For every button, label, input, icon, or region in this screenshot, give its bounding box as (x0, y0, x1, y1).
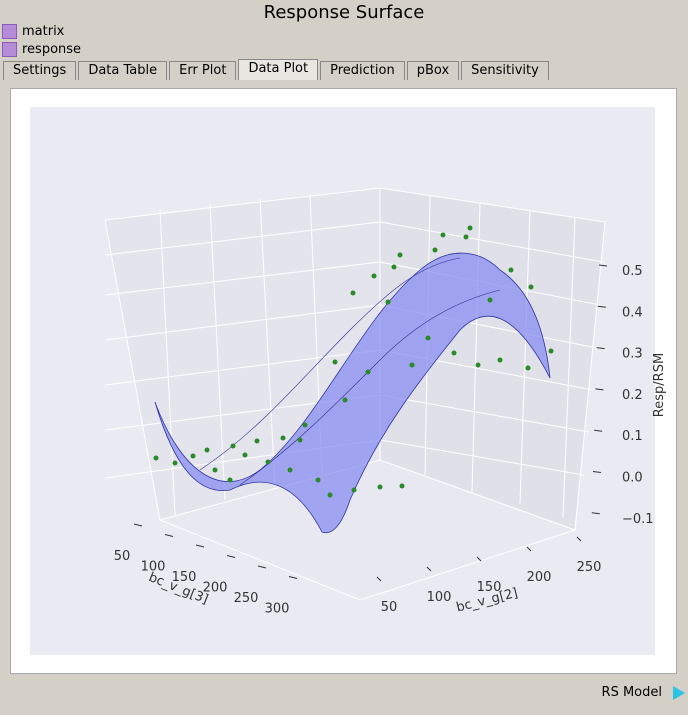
y-tick-label: 250 (577, 560, 602, 575)
scatter-points (153, 225, 554, 498)
z-tick-label: −0.1 (622, 512, 654, 527)
z-tick (598, 264, 608, 267)
y-tick-label: 100 (427, 590, 452, 605)
tree-item[interactable]: matrix (2, 24, 64, 39)
tree-item[interactable]: response (2, 42, 81, 57)
tab[interactable]: pBox (406, 61, 460, 80)
x-tick (133, 523, 143, 527)
y-tick (476, 556, 482, 562)
y-tick-label: 50 (381, 600, 398, 615)
x-tick-label: 300 (265, 602, 290, 617)
z-tick (594, 429, 603, 432)
tab[interactable]: Err Plot (169, 61, 237, 80)
x-tick (195, 544, 205, 548)
x-tick (226, 555, 236, 558)
y-tick (526, 546, 532, 552)
z-tick (597, 305, 606, 308)
tick-marks (133, 264, 608, 582)
z-tick (592, 471, 602, 473)
tree-label: response (22, 42, 82, 57)
surface-mesh (199, 257, 461, 471)
z-axis-label: Resp/RSM (652, 353, 667, 417)
z-tick (591, 512, 600, 515)
tab[interactable]: Sensitivity (461, 61, 549, 80)
status-label: RS Model (601, 685, 662, 700)
z-tick (595, 388, 604, 391)
tab[interactable]: Prediction (320, 61, 405, 80)
x-tick (288, 576, 298, 579)
tab-bar: Settings Data Table Err Plot Data Plot Predi… (3, 59, 549, 80)
z-tick-label: 0.0 (622, 471, 643, 486)
z-tick-label: 0.5 (622, 264, 643, 279)
x-tick (164, 534, 174, 537)
y-tick (576, 536, 582, 542)
y-tick-label: 200 (527, 570, 552, 585)
x-tick-label: 50 (114, 549, 131, 564)
response-surface (154, 252, 551, 534)
status-arrow[interactable] (673, 686, 685, 700)
tree-label: matrix (22, 24, 65, 39)
z-tick-label: 0.4 (622, 305, 643, 320)
x-tick-label: 100 (141, 560, 166, 575)
x-tick (257, 565, 267, 569)
tab[interactable]: Settings (3, 61, 77, 80)
window-title: Response Surface (263, 2, 425, 23)
x-tick-label: 200 (203, 581, 228, 596)
surface-mesh (239, 289, 501, 486)
x-tick-label: 150 (172, 570, 197, 585)
z-tick (596, 347, 605, 350)
z-tick-label: 0.3 (622, 347, 643, 362)
x-tick-label: 250 (234, 591, 259, 606)
tab[interactable]: Data Table (78, 61, 168, 80)
tab[interactable]: Data Plot (238, 59, 319, 80)
z-tick-label: 0.2 (622, 388, 643, 403)
y-tick-label: 150 (477, 580, 502, 595)
y-tick (426, 566, 432, 572)
z-tick-label: 0.1 (622, 429, 643, 444)
y-tick (376, 576, 382, 582)
